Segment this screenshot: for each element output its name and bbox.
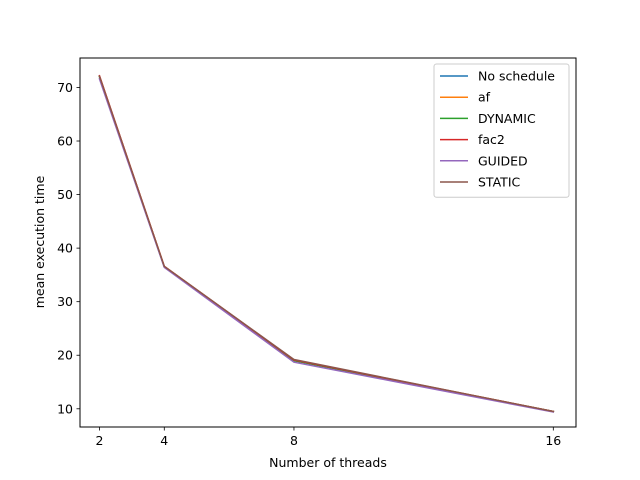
legend-label-1: af — [478, 90, 491, 105]
y-axis-label: mean execution time — [32, 175, 47, 308]
y-tick-label: 60 — [57, 134, 73, 149]
y-tick-label: 30 — [57, 294, 73, 309]
series-layer — [98, 74, 555, 413]
x-tick-label: 4 — [160, 433, 168, 448]
y-tick-label: 10 — [57, 401, 73, 416]
legend-label-5: STATIC — [478, 175, 521, 190]
y-tick-label: 40 — [57, 241, 73, 256]
legend: No schedule af DYNAMIC fac2 GUIDED STATIC — [433, 63, 570, 198]
legend-label-2: DYNAMIC — [478, 111, 536, 126]
x-axis-label: Number of threads — [269, 455, 387, 470]
y-tick-label: 70 — [57, 80, 73, 95]
y-tick-label: 50 — [57, 187, 73, 202]
x-tick-label: 8 — [290, 433, 298, 448]
x-tick-label: 2 — [95, 433, 103, 448]
legend-label-4: GUIDED — [478, 153, 528, 168]
plot-frame — [79, 57, 577, 428]
series-line-5 — [98, 75, 555, 413]
x-axis: 2 4 8 16 — [95, 427, 561, 448]
legend-label-3: fac2 — [478, 132, 505, 147]
y-tick-label: 20 — [57, 348, 73, 363]
y-axis: 10 20 30 40 50 60 70 — [57, 80, 80, 416]
x-tick-label: 16 — [545, 433, 561, 448]
legend-label-0: No schedule — [478, 69, 555, 84]
